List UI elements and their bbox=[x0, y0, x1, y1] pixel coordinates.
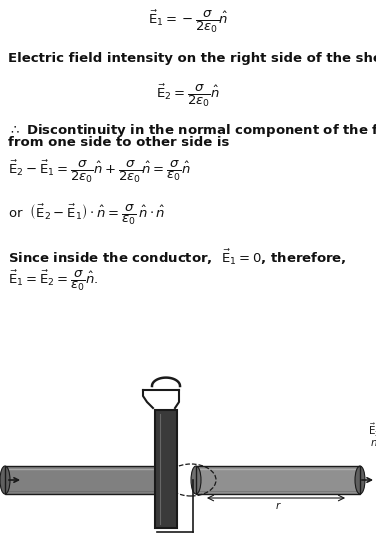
Text: $\therefore$ Discontinuity in the normal component of the field: $\therefore$ Discontinuity in the normal… bbox=[8, 122, 376, 139]
FancyBboxPatch shape bbox=[155, 410, 177, 528]
Ellipse shape bbox=[355, 466, 365, 494]
Text: $\vec{\mathrm{E}}_1 = \vec{\mathrm{E}}_2 = \dfrac{\sigma}{\varepsilon_0}\hat{n}$: $\vec{\mathrm{E}}_1 = \vec{\mathrm{E}}_2… bbox=[8, 268, 98, 293]
Ellipse shape bbox=[157, 466, 167, 494]
Ellipse shape bbox=[0, 466, 10, 494]
Bar bbox=[196, 466, 360, 494]
Bar bbox=[196, 466, 360, 494]
Text: $n$: $n$ bbox=[370, 438, 376, 448]
Text: Electric field intensity on the right side of the sheet,: Electric field intensity on the right si… bbox=[8, 52, 376, 65]
Text: $\vec{\mathrm{E}}_2 = \dfrac{\sigma}{2\varepsilon_0}\hat{n}$: $\vec{\mathrm{E}}_2 = \dfrac{\sigma}{2\v… bbox=[156, 82, 220, 109]
Text: $\vec{\mathrm{E}}_2 - \vec{\mathrm{E}}_1 = \dfrac{\sigma}{2\varepsilon_0}\hat{n}: $\vec{\mathrm{E}}_2 - \vec{\mathrm{E}}_1… bbox=[8, 158, 191, 185]
Text: $r$: $r$ bbox=[274, 500, 281, 511]
Bar bbox=[5, 466, 162, 494]
Text: Since inside the conductor,  $\vec{\mathrm{E}}_1 = 0$, therefore,: Since inside the conductor, $\vec{\mathr… bbox=[8, 248, 347, 267]
Text: or  $\left(\vec{\mathrm{E}}_2 - \vec{\mathrm{E}}_1\right)\cdot\hat{n} = \dfrac{\: or $\left(\vec{\mathrm{E}}_2 - \vec{\mat… bbox=[8, 202, 165, 227]
Text: $\vec{\mathrm{E}}_2$: $\vec{\mathrm{E}}_2$ bbox=[368, 421, 376, 439]
Text: $\vec{\mathrm{E}}_1 = -\dfrac{\sigma}{2\varepsilon_0}\hat{n}$: $\vec{\mathrm{E}}_1 = -\dfrac{\sigma}{2\… bbox=[148, 8, 228, 35]
Ellipse shape bbox=[191, 466, 201, 494]
Bar bbox=[5, 466, 162, 494]
Text: from one side to other side is: from one side to other side is bbox=[8, 136, 229, 149]
